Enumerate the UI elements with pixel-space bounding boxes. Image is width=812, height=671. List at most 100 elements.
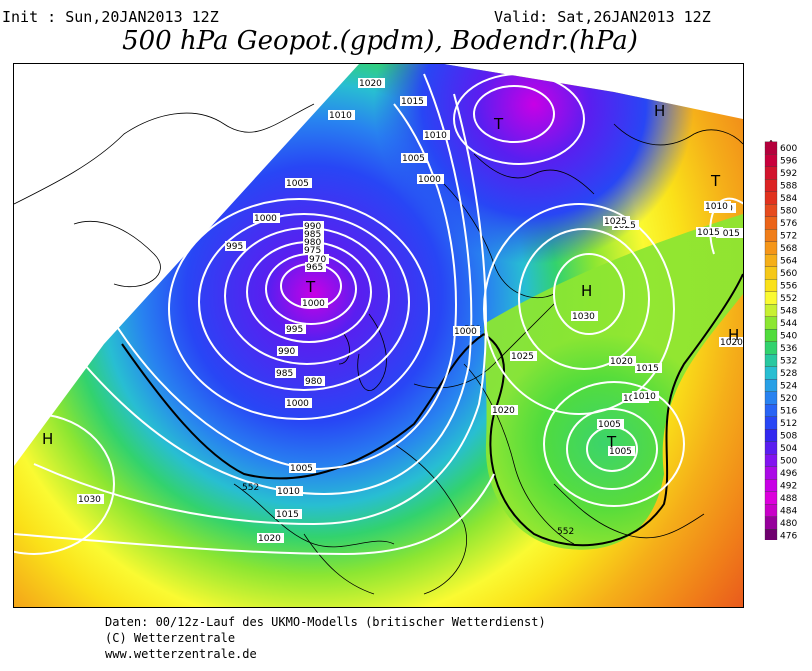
colorbar-swatch	[764, 441, 778, 455]
pressure-label: 1000	[254, 214, 277, 224]
pressure-label-box	[285, 324, 306, 334]
colorbar-label: 492	[780, 482, 797, 492]
colorbar-label: 568	[780, 244, 797, 254]
colorbar-swatch	[764, 466, 778, 480]
colorbar-swatch	[764, 354, 778, 367]
colorbar-swatch	[764, 229, 778, 242]
colorbar-swatch	[764, 279, 778, 292]
pressure-label-box	[303, 245, 324, 255]
high-center-letter: H	[581, 282, 592, 300]
pressure-label: 995	[286, 325, 303, 335]
high-center-letter: H	[42, 430, 53, 448]
colorbar-label: 544	[780, 319, 797, 329]
pressure-label-box	[303, 221, 324, 231]
pressure-label: 980	[304, 238, 321, 248]
pressure-label-box	[301, 298, 328, 308]
low-center-letter: T	[305, 278, 316, 296]
colorbar-label: 576	[780, 219, 797, 229]
pressure-label-box	[277, 346, 298, 356]
pressure-label: 1015	[697, 228, 720, 238]
pressure-label-box	[597, 419, 624, 429]
contour-552-west	[121, 333, 485, 480]
colorbar-swatch	[764, 204, 778, 217]
pressure-label-box	[289, 463, 316, 473]
pressure-label-box	[276, 486, 303, 496]
colorbar-label: 600	[780, 144, 797, 154]
colorbar-swatch	[764, 391, 778, 405]
colorbar-label: 596	[780, 157, 797, 167]
pressure-label-box	[608, 446, 635, 456]
low-center-letter: T	[710, 172, 721, 190]
pressure-label: 985	[276, 369, 293, 379]
colorbar-swatch	[764, 491, 778, 505]
init-time: Init : Sun,20JAN2013 12Z	[2, 8, 219, 26]
colorbar-label: 560	[780, 269, 797, 279]
pressure-label: 1010	[633, 392, 656, 402]
colorbar-label: 584	[780, 194, 797, 204]
pressure-centers: T T T T H H H H	[42, 102, 739, 451]
colorbar-label: 516	[780, 407, 797, 417]
pressure-label: 1015	[401, 97, 424, 107]
colorbar-swatch	[764, 529, 778, 540]
pressure-label-box	[491, 405, 518, 415]
pressure-label: 1005	[286, 179, 309, 189]
colorbar-label: 572	[780, 232, 797, 242]
pressure-label: 975	[304, 246, 321, 256]
pressure-label: 1000	[286, 399, 309, 409]
pressure-label-box	[328, 110, 355, 120]
pressure-label: 1010	[424, 131, 447, 141]
pressure-label-box	[401, 153, 428, 163]
colorbar-swatch	[764, 166, 778, 180]
colorbar-swatch	[764, 479, 778, 492]
colorbar-label: 592	[780, 169, 797, 179]
pressure-label-box	[453, 326, 480, 336]
pressure-label-box	[253, 213, 280, 223]
colorbar-label: 532	[780, 357, 797, 367]
pressure-label-box	[632, 391, 659, 401]
valid-time: Valid: Sat,26JAN2013 12Z	[494, 8, 711, 26]
pressure-label: 1030	[78, 495, 101, 505]
pressure-label-box	[303, 237, 324, 247]
pressure-label-box	[303, 229, 324, 239]
pressure-label: 1020	[492, 406, 515, 416]
geopotential-label: 552	[242, 483, 259, 493]
colorbar-swatch	[764, 404, 778, 417]
pressure-label-box	[304, 376, 325, 386]
colorbar-swatch	[764, 454, 778, 467]
pressure-label: 1005	[598, 420, 621, 430]
colorbar-swatch	[764, 429, 778, 442]
colorbar-swatch	[764, 216, 778, 230]
colorbar-swatch	[764, 341, 778, 355]
pressure-label: 1000	[302, 299, 325, 309]
colorbar-label: 512	[780, 419, 797, 429]
colorbar-swatch	[764, 516, 778, 530]
pressure-label: 970	[309, 255, 326, 265]
colorbar-swatch	[764, 379, 778, 392]
high-center-letter: H	[654, 102, 665, 120]
colorbar-label: 528	[780, 369, 797, 379]
pressure-label-box	[358, 78, 385, 88]
colorbar-swatch	[764, 266, 778, 280]
pressure-label-box	[571, 311, 598, 321]
pressure-label-box	[275, 509, 302, 519]
colorbar-label: 504	[780, 444, 797, 454]
footer-copyright: (C) Wetterzentrale	[105, 631, 236, 645]
colorbar-swatch	[764, 504, 778, 517]
pressure-label-box	[225, 241, 246, 251]
colorbar-label: 548	[780, 307, 797, 317]
pressure-label: 1005	[609, 447, 632, 457]
pressure-label: 995	[226, 242, 243, 252]
pressure-label-box	[305, 262, 326, 272]
map-title: 500 hPa Geopot.(gpdm), Bodendr.(hPa)	[122, 26, 638, 56]
pressure-label: 1015	[636, 364, 659, 374]
colorbar-swatch	[764, 416, 778, 430]
colorbar-label: 552	[780, 294, 797, 304]
pressure-label: 1000	[454, 327, 477, 337]
pressure-label-box	[603, 216, 630, 226]
colorbar-label: 500	[780, 457, 797, 467]
pressure-label: 1010	[277, 487, 300, 497]
footer-data-source: Daten: 00/12z-Lauf des UKMO-Modells (bri…	[105, 615, 546, 629]
pressure-label: 1010	[705, 202, 728, 212]
pressure-label-box	[609, 356, 636, 366]
